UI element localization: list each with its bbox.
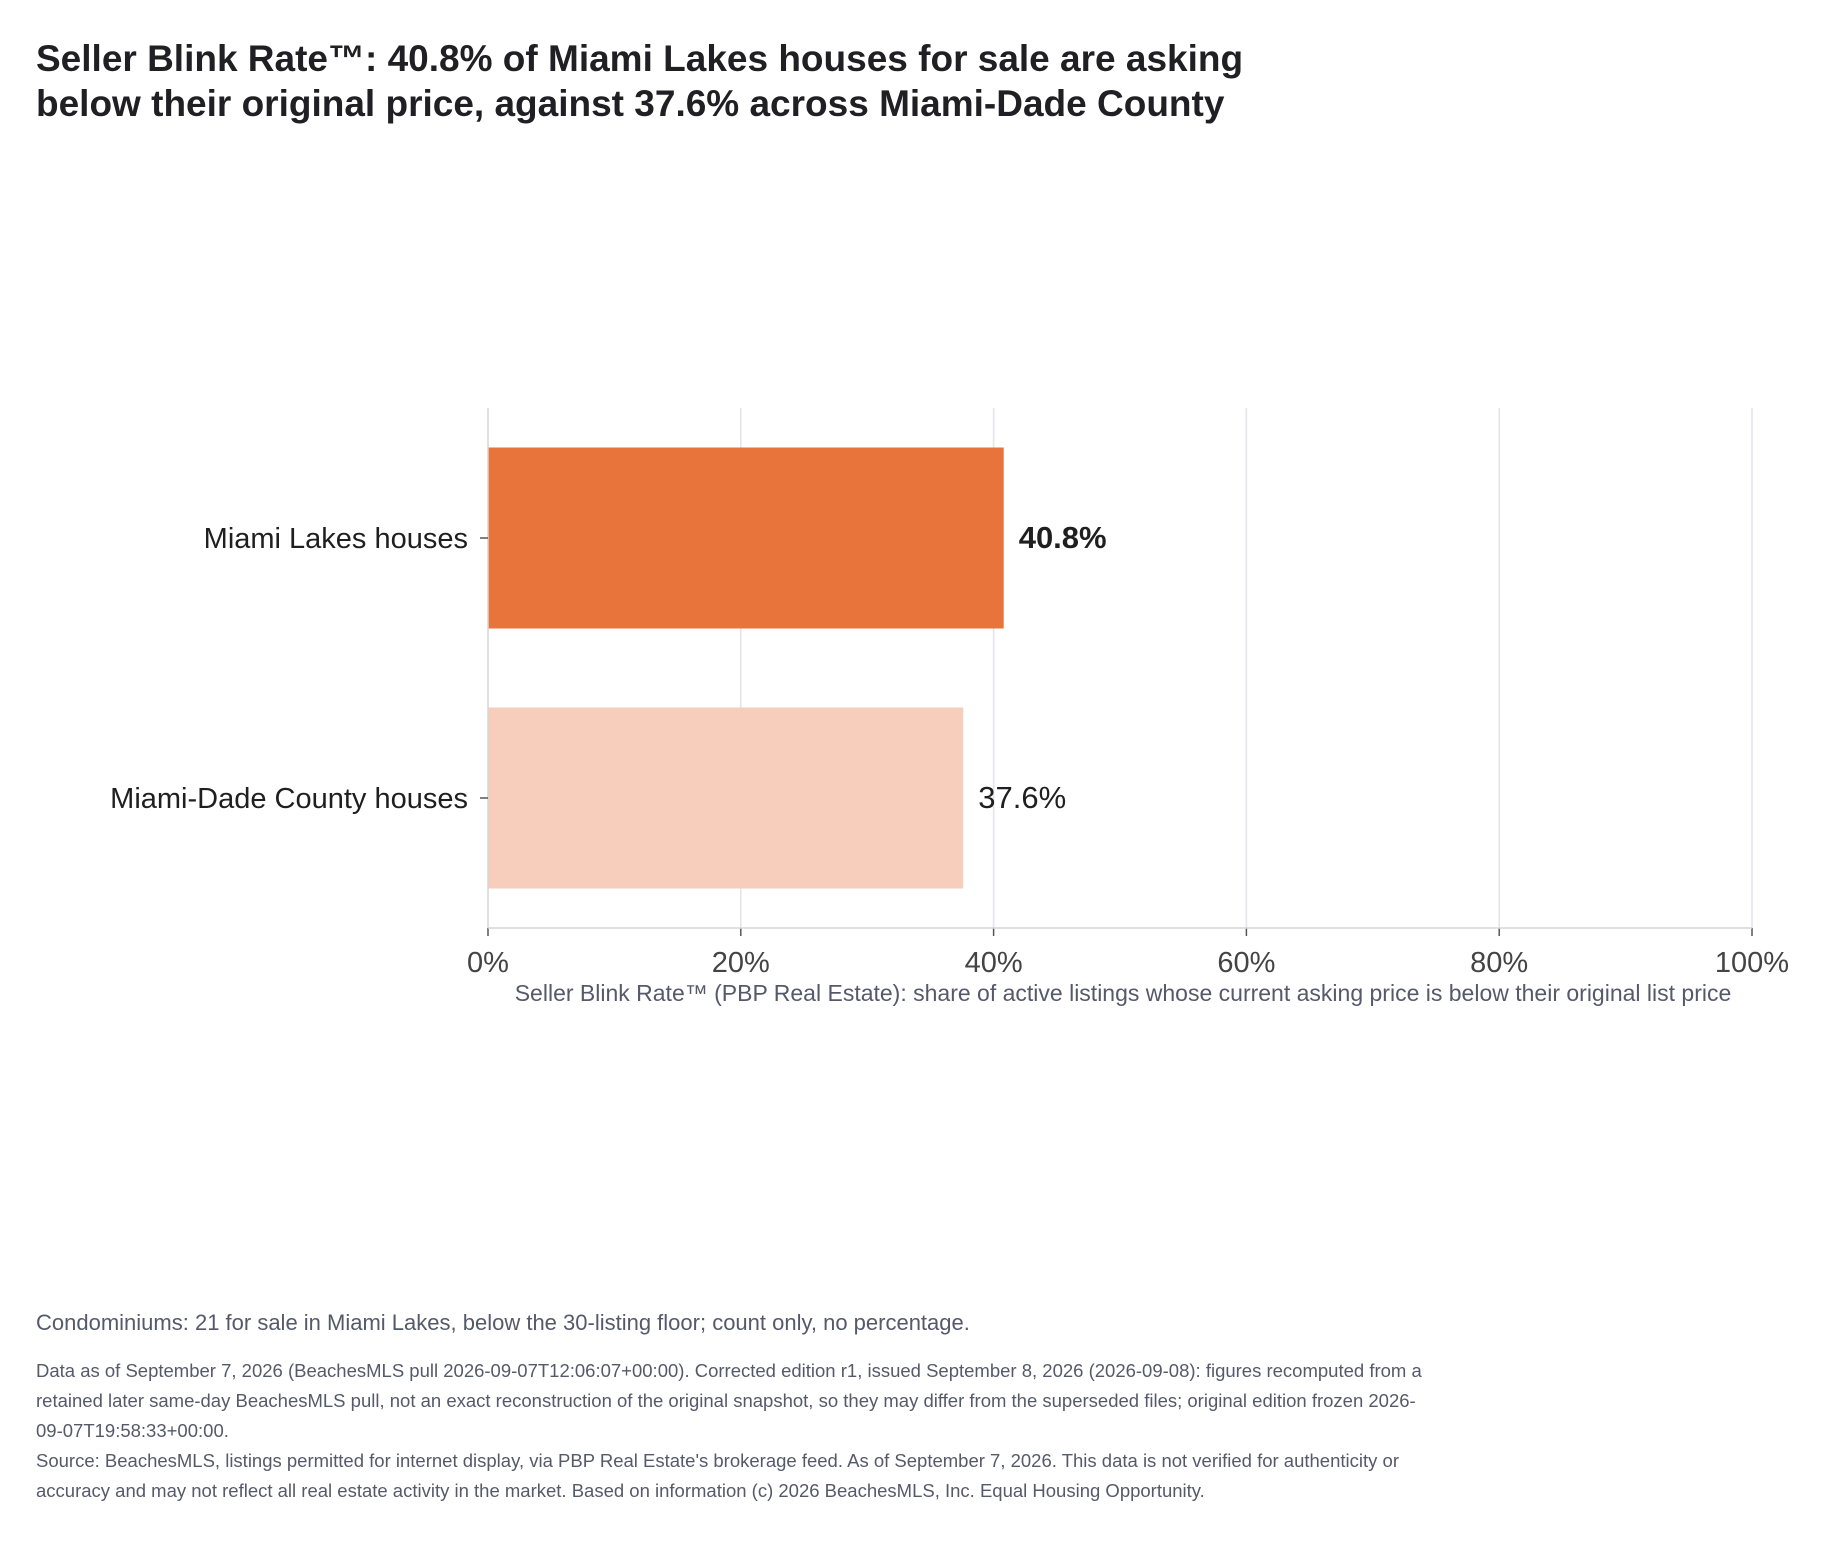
bars: 40.8% 37.6% <box>488 447 1107 889</box>
data-edition-note: Data as of September 7, 2026 (BeachesMLS… <box>36 1360 1422 1441</box>
x-tick-label: 80% <box>1470 947 1528 979</box>
x-tick-label: 0% <box>467 947 509 979</box>
x-tick-label: 100% <box>1715 947 1789 979</box>
value-label: 40.8% <box>1019 520 1107 555</box>
source-note: Source: BeachesMLS, listings permitted f… <box>36 1450 1399 1501</box>
axes: 0% 20% 40% 60% 80% 100% Miami Lakes houses Miam… <box>110 408 1789 979</box>
condominium-note: Condominiums: 21 for sale in Miami Lakes… <box>36 1310 970 1335</box>
bar <box>488 707 964 889</box>
bar <box>488 447 1004 629</box>
x-tick-label: 40% <box>965 947 1023 979</box>
footer: Data as of September 7, 2026 (BeachesMLS… <box>36 1356 1436 1506</box>
x-tick-label: 60% <box>1217 947 1275 979</box>
category-label: Miami-Dade County houses <box>110 783 468 815</box>
x-tick-label: 20% <box>712 947 770 979</box>
chart-title: Seller Blink Rate™: 40.8% of Miami Lakes… <box>36 38 1244 124</box>
bar-chart: 40.8% 37.6% 0% 20% 40% 60% 80% 100% Miami Lakes… <box>110 408 1789 1006</box>
category-label: Miami Lakes houses <box>204 523 468 555</box>
value-label: 37.6% <box>978 780 1066 815</box>
x-axis-label: Seller Blink Rate™ (PBP Real Estate): sh… <box>515 980 1732 1006</box>
